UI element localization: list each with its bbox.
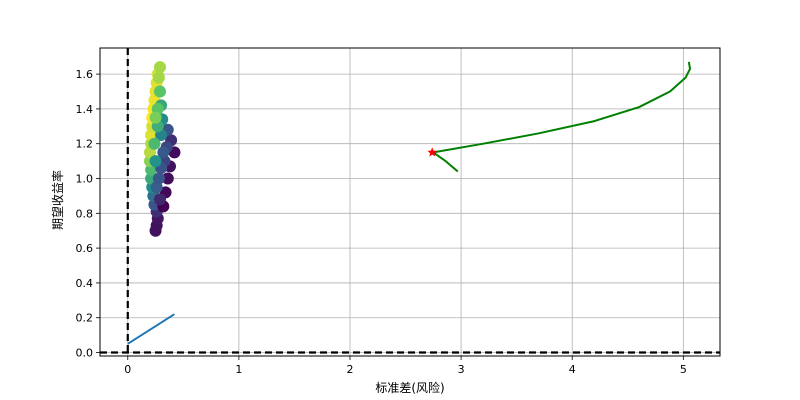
y-tick-label: 0.8 <box>76 207 94 220</box>
y-tick-label: 1.6 <box>76 68 94 81</box>
x-tick-label: 5 <box>680 363 687 376</box>
y-tick-label: 1.4 <box>76 103 94 116</box>
y-tick-label: 1.2 <box>76 138 94 151</box>
series-line-1 <box>432 61 691 173</box>
scatter-point <box>154 85 166 98</box>
star-marker <box>427 147 437 157</box>
y-tick-label: 0.6 <box>76 242 94 255</box>
series-line-0 <box>127 313 175 345</box>
x-tick-label: 0 <box>124 363 131 376</box>
scatter-point <box>152 172 165 185</box>
axes-layer: 0 1 2 3 4 5 0.0 0.2 0.4 0.6 0.8 1.0 1.2 1.4 1.6 <box>76 47 721 376</box>
y-tick-label: 1.0 <box>76 173 94 186</box>
y-tick-label: 0.2 <box>76 312 94 325</box>
scatter-point <box>157 146 170 159</box>
series-layer <box>127 61 691 345</box>
scatter-point <box>149 155 162 168</box>
scatter-point <box>161 172 174 185</box>
y-tick-label: 0.4 <box>76 277 94 290</box>
scatter-point <box>148 137 161 150</box>
x-tick-label: 2 <box>347 363 354 376</box>
scatter-point <box>152 71 165 84</box>
x-tick-label: 1 <box>235 363 242 376</box>
x-tick-label: 3 <box>458 363 465 376</box>
scatter-point <box>154 61 166 74</box>
plot-frame <box>99 47 721 357</box>
x-tick-label: 4 <box>569 363 576 376</box>
reference-lines <box>100 48 720 356</box>
grid-layer <box>100 48 720 356</box>
x-axis-label: 标准差(风险) <box>375 380 444 395</box>
y-axis-label: 期望收益率 <box>50 170 65 230</box>
y-tick-label: 0.0 <box>76 347 94 360</box>
scatter-point <box>154 193 166 206</box>
scatter-point <box>149 111 162 124</box>
